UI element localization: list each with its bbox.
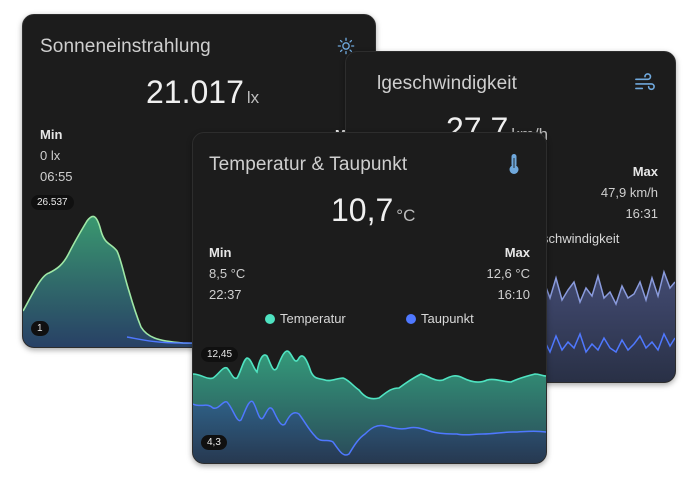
legend-label: Taupunkt	[421, 311, 474, 326]
thermometer-icon	[508, 153, 520, 180]
max-time: 16:10	[497, 287, 530, 302]
max-value: 12,6 °C	[486, 266, 530, 281]
current-value: 10,7 °C	[331, 192, 415, 229]
graph-max-chip: 26.537	[31, 195, 74, 210]
min-value: 0 lx	[40, 148, 61, 163]
current-value: 21.017 lx	[146, 74, 259, 111]
legend-item-temperature[interactable]: Temperatur	[265, 311, 346, 326]
value-number: 21.017	[146, 74, 244, 110]
wind-icon	[634, 73, 656, 98]
legend-item-dewpoint[interactable]: Taupunkt	[406, 311, 474, 326]
card-title: Temperatur & Taupunkt	[209, 154, 408, 175]
legend-item-wind[interactable]: schwindigkeit	[542, 231, 620, 246]
sun-icon	[337, 37, 355, 60]
sun-graph[interactable]	[23, 187, 375, 347]
value-unit: °C	[396, 206, 416, 225]
wind-graph[interactable]	[346, 252, 675, 382]
max-value: 47,9 km/h	[600, 185, 658, 200]
card-temperature-dewpoint[interactable]: Temperatur & Taupunkt 10,7 °C Min 8,5 °C …	[192, 132, 547, 464]
value-number: 10,7	[331, 192, 394, 228]
min-label: Min	[209, 245, 232, 260]
value-unit: lx	[246, 88, 260, 107]
graph-max-chip: 12,45	[201, 347, 239, 362]
min-value: 8,5 °C	[209, 266, 246, 281]
max-label: Max	[632, 164, 658, 179]
card-title: lgeschwindigkeit	[377, 73, 517, 94]
legend-dot-dewpoint	[406, 314, 416, 324]
graph-min-chip: 1	[31, 321, 49, 336]
min-time: 06:55	[40, 169, 73, 184]
temperature-graph[interactable]	[193, 338, 546, 463]
min-time: 22:37	[209, 287, 242, 302]
max-label: Max	[504, 245, 530, 260]
legend-dot-temperature	[265, 314, 275, 324]
legend-label: Temperatur	[280, 311, 346, 326]
graph-min-chip: 4,3	[201, 435, 227, 450]
card-title: Sonneneinstrahlung	[40, 36, 211, 57]
max-time: 16:31	[625, 206, 658, 221]
min-label: Min	[40, 127, 63, 142]
